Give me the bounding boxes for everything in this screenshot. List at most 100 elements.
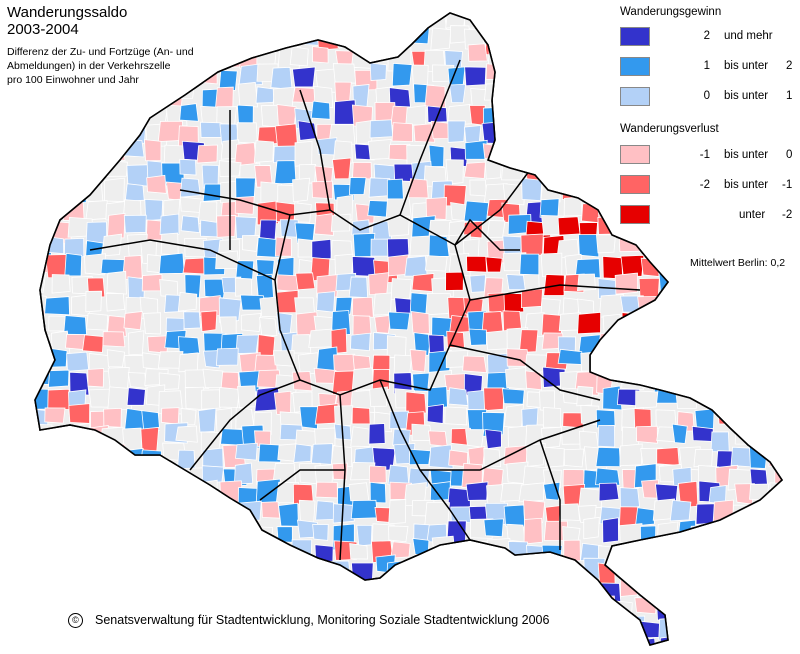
traffic-cell — [390, 278, 412, 301]
traffic-cell — [142, 562, 166, 583]
traffic-cell — [409, 633, 434, 645]
traffic-cell — [145, 84, 166, 107]
traffic-cell — [523, 499, 546, 523]
traffic-cell — [486, 220, 506, 238]
map-subtitle: Differenz der Zu- und Fortzüge (An- und … — [7, 45, 194, 87]
traffic-cell — [355, 633, 375, 645]
subtitle-line-1: Differenz der Zu- und Fortzüge (An- und — [7, 46, 194, 58]
traffic-cell — [617, 106, 642, 126]
traffic-cell — [677, 619, 699, 640]
traffic-cell — [200, 499, 218, 522]
traffic-cell — [521, 140, 545, 163]
traffic-cell — [157, 577, 179, 601]
traffic-cell — [445, 271, 464, 291]
traffic-cell — [678, 333, 702, 358]
traffic-cell — [545, 638, 564, 645]
traffic-cell — [407, 178, 429, 199]
traffic-cell — [735, 633, 755, 645]
traffic-cell — [255, 86, 276, 104]
traffic-cell — [45, 543, 70, 563]
traffic-cell — [503, 404, 524, 428]
district-border — [299, 89, 331, 211]
traffic-cell — [85, 290, 103, 313]
traffic-cell — [698, 386, 719, 406]
traffic-cell — [51, 274, 71, 294]
traffic-cell — [614, 637, 639, 645]
traffic-cell — [709, 557, 729, 579]
district-border — [274, 209, 471, 396]
traffic-cell — [220, 428, 246, 446]
traffic-cell — [388, 578, 409, 602]
traffic-cell — [656, 521, 679, 543]
traffic-cell — [253, 140, 274, 163]
traffic-cell — [215, 539, 238, 559]
traffic-cell — [181, 502, 206, 524]
traffic-cell — [391, 122, 413, 143]
traffic-cell — [200, 561, 223, 581]
traffic-cell — [484, 30, 510, 56]
traffic-cell — [106, 270, 127, 295]
traffic-cell — [732, 160, 757, 179]
traffic-cell — [353, 578, 375, 599]
traffic-cell — [771, 295, 782, 314]
traffic-cell — [673, 368, 694, 392]
traffic-cell — [258, 633, 277, 645]
traffic-cell — [728, 521, 747, 543]
traffic-cell — [524, 82, 550, 104]
traffic-cell — [351, 406, 371, 425]
traffic-cell — [576, 29, 596, 51]
traffic-cell — [523, 122, 545, 143]
traffic-cell — [201, 579, 225, 604]
traffic-cell — [428, 234, 450, 257]
traffic-cell — [602, 144, 621, 163]
traffic-cell — [35, 468, 50, 485]
traffic-cell — [275, 636, 295, 645]
traffic-cell — [256, 236, 280, 258]
traffic-cell — [35, 349, 55, 366]
traffic-cell — [183, 311, 201, 330]
traffic-cell — [105, 293, 126, 312]
traffic-cell — [755, 615, 776, 639]
traffic-cell — [410, 557, 428, 581]
traffic-cell — [348, 276, 369, 299]
traffic-cell — [505, 25, 523, 45]
traffic-cell — [621, 368, 645, 390]
traffic-cell — [694, 408, 715, 430]
traffic-cell — [222, 633, 248, 645]
traffic-cell — [144, 139, 162, 162]
traffic-cell — [411, 13, 431, 30]
traffic-cell — [598, 482, 620, 502]
traffic-cell — [710, 348, 735, 372]
traffic-cell — [179, 158, 197, 176]
traffic-cell — [731, 331, 749, 350]
traffic-cell — [505, 366, 528, 390]
traffic-cell — [355, 595, 377, 616]
traffic-cell — [35, 633, 51, 645]
traffic-cell — [237, 385, 257, 408]
traffic-cell — [771, 13, 782, 29]
traffic-cell — [616, 555, 636, 577]
traffic-cell — [127, 372, 147, 389]
traffic-cell — [223, 576, 243, 596]
traffic-cell — [368, 423, 386, 445]
traffic-cell — [369, 386, 388, 407]
traffic-cell — [679, 560, 699, 581]
traffic-cell — [350, 332, 371, 352]
traffic-cell — [297, 631, 317, 645]
copyright-icon: © — [68, 613, 83, 628]
traffic-cell — [271, 579, 294, 605]
traffic-cell — [463, 200, 489, 222]
traffic-cell — [462, 355, 487, 374]
traffic-cell — [315, 481, 338, 499]
traffic-cell — [140, 449, 162, 467]
traffic-cell — [128, 503, 145, 522]
traffic-cell — [654, 102, 675, 125]
traffic-cell — [391, 62, 413, 87]
traffic-cell — [696, 374, 721, 394]
traffic-cell — [716, 312, 737, 334]
traffic-cell — [656, 310, 680, 330]
traffic-cell — [87, 100, 111, 120]
traffic-cell — [375, 640, 398, 645]
traffic-cell — [729, 237, 749, 258]
traffic-cell — [165, 630, 183, 645]
